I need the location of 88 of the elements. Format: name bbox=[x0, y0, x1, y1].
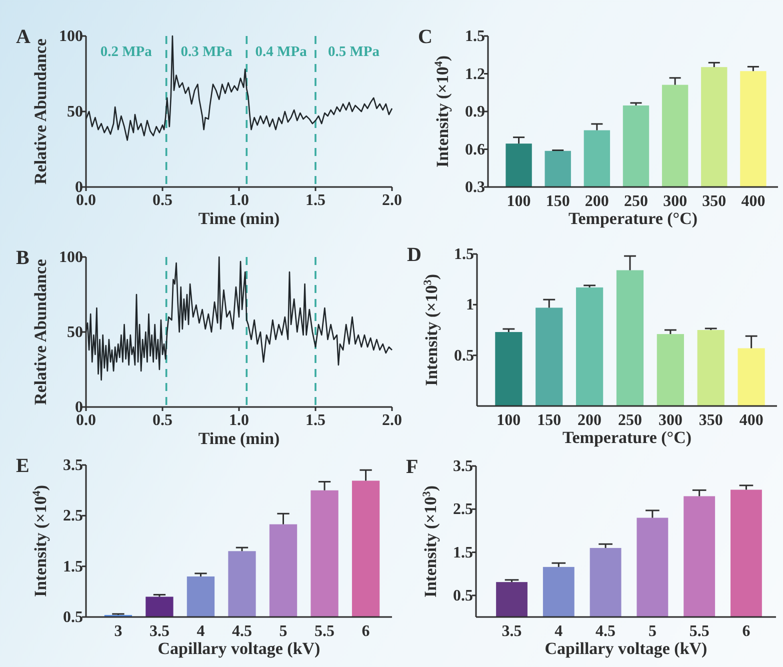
y-tick-label: 0.9 bbox=[465, 104, 485, 120]
x-axis-title: Capillary voltage (kV) bbox=[544, 639, 708, 658]
x-tick-label: 0.5 bbox=[152, 192, 172, 209]
y-axis-title: Relative Abundance bbox=[31, 258, 50, 405]
chart-title: F bbox=[406, 456, 418, 478]
x-tick-label: 5.5 bbox=[689, 623, 710, 640]
y-tick-label: 0.5 bbox=[63, 609, 83, 626]
x-tick-label: 200 bbox=[584, 193, 609, 210]
x-tick-label: 3.5 bbox=[149, 623, 170, 640]
y-tick-label: 0.3 bbox=[465, 179, 485, 196]
y-tick-label: 2.5 bbox=[453, 501, 473, 518]
annotation: 0.5 MPa bbox=[328, 44, 380, 60]
y-tick-label: 1 bbox=[466, 296, 474, 314]
y-tick-label: 0.5 bbox=[454, 347, 474, 364]
x-tick-label: 3.5 bbox=[502, 623, 522, 640]
x-tick-label: 100 bbox=[496, 412, 521, 429]
x-tick-label: 3 bbox=[114, 623, 122, 640]
x-tick-label: 350 bbox=[702, 193, 726, 210]
x-axis-title: Temperature (°C) bbox=[568, 209, 698, 228]
x-tick-label: 400 bbox=[739, 412, 764, 429]
x-tick-label: 1.0 bbox=[229, 412, 249, 429]
line-series bbox=[85, 35, 393, 141]
annotation: 0.2 MPa bbox=[100, 44, 153, 60]
x-tick-label: 100 bbox=[506, 193, 531, 210]
x-tick-label: 250 bbox=[624, 193, 648, 210]
bar bbox=[656, 334, 684, 406]
x-tick-label: 4 bbox=[554, 623, 563, 640]
x-tick-label: 1.5 bbox=[306, 412, 326, 429]
bar bbox=[576, 287, 604, 406]
y-tick-label: 0.5 bbox=[453, 587, 473, 604]
y-tick-label: 50 bbox=[67, 104, 83, 120]
x-axis-title: Temperature (°C) bbox=[562, 428, 692, 447]
bar bbox=[636, 518, 668, 617]
bar bbox=[697, 330, 724, 406]
y-tick-label: 100 bbox=[59, 249, 83, 266]
x-tick-label: 150 bbox=[537, 412, 562, 429]
y-tick-label: 2.5 bbox=[63, 508, 83, 525]
x-tick-label: 4.5 bbox=[596, 623, 616, 640]
line-series bbox=[85, 256, 393, 381]
y-tick-label: 50 bbox=[67, 324, 83, 341]
x-tick-label: 1.0 bbox=[229, 192, 249, 209]
y-axis-title: Relative Abundance bbox=[31, 38, 50, 184]
bar bbox=[616, 270, 644, 406]
chart-title: B bbox=[16, 247, 30, 269]
chart-title: D bbox=[407, 244, 422, 266]
y-tick-label: 1.5 bbox=[465, 28, 485, 45]
x-tick-label: 300 bbox=[663, 193, 688, 210]
bar bbox=[536, 308, 563, 406]
x-tick-label: 5.5 bbox=[314, 623, 335, 640]
bar bbox=[495, 332, 522, 406]
x-tick-label: 5 bbox=[648, 623, 656, 640]
x-tick-label: 4.5 bbox=[232, 623, 252, 640]
y-tick-label: 3.5 bbox=[453, 458, 473, 475]
x-tick-label: 250 bbox=[618, 412, 642, 429]
x-tick-label: 300 bbox=[658, 412, 682, 429]
bar bbox=[590, 548, 622, 617]
y-tick-label: 3.5 bbox=[63, 457, 83, 474]
x-tick-label: 5 bbox=[279, 623, 288, 640]
annotation: 0.4 MPa bbox=[255, 44, 308, 60]
bar bbox=[496, 582, 528, 617]
chart-title: C bbox=[418, 26, 432, 48]
y-tick-label: 0.6 bbox=[465, 141, 485, 158]
x-tick-label: 1.5 bbox=[306, 192, 326, 209]
x-axis-title: Capillary voltage (kV) bbox=[158, 639, 320, 658]
bar bbox=[684, 496, 716, 617]
bar bbox=[542, 566, 574, 617]
y-tick-label: 100 bbox=[59, 28, 83, 45]
chart-title: E bbox=[16, 455, 30, 477]
x-axis-title: Time (min) bbox=[198, 209, 280, 228]
bar bbox=[730, 490, 762, 617]
x-tick-label: 150 bbox=[546, 193, 570, 210]
y-tick-label: 1.5 bbox=[453, 544, 473, 562]
x-tick-label: 2.0 bbox=[382, 412, 402, 429]
x-tick-label: 200 bbox=[578, 412, 602, 429]
x-tick-label: 400 bbox=[741, 193, 766, 210]
x-tick-label: 2.0 bbox=[382, 192, 402, 209]
annotation: 0.3 MPa bbox=[180, 44, 234, 60]
x-tick-label: 6 bbox=[742, 623, 750, 640]
x-tick-label: 0.5 bbox=[152, 412, 172, 429]
y-tick-label: 1.5 bbox=[454, 246, 474, 263]
y-tick-label: 1.5 bbox=[63, 558, 83, 576]
y-tick-label: 1.2 bbox=[465, 66, 485, 83]
x-axis-title: Time (min) bbox=[198, 429, 280, 448]
chart-title: A bbox=[16, 26, 31, 48]
x-tick-label: 6 bbox=[362, 623, 370, 640]
x-tick-label: 4 bbox=[196, 623, 205, 640]
x-tick-label: 350 bbox=[698, 412, 723, 429]
bar bbox=[738, 348, 765, 406]
